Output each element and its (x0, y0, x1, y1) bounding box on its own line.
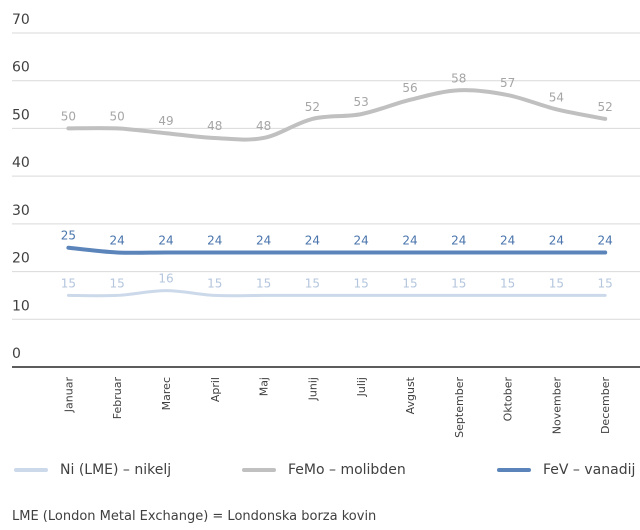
data-label-femo-molibden-januar: 50 (61, 109, 76, 123)
x-tick-label-julij: Julij (355, 377, 368, 397)
data-label-femo-molibden-september: 58 (451, 71, 466, 85)
data-label-femo-molibden-oktober: 57 (500, 76, 515, 90)
series-line-ni-lme-nikelj (66, 289, 607, 298)
legend-item-vanadij: FeV – vanadij (497, 462, 635, 478)
y-tick-label-10: 10 (12, 298, 30, 314)
legend-item-nikelj: Ni (LME) – nikelj (14, 462, 171, 478)
y-axis-ticks: 0 10 20 30 40 50 60 70 (12, 12, 30, 362)
data-label-fev-vanadij-januar: 25 (61, 229, 76, 243)
legend-label-vanadij: FeV – vanadij (543, 462, 636, 478)
y-tick-label-20: 20 (12, 251, 30, 267)
data-label-fev-vanadij-julij: 24 (354, 233, 369, 247)
x-tick-label-maj: Maj (258, 377, 271, 396)
legend-label-nikelj: Ni (LME) – nikelj (60, 462, 172, 478)
x-tick-label-marec: Marec (160, 377, 173, 410)
x-axis: Januar Februar Marec April Maj Junij Julij Avgu… (12, 366, 640, 438)
series-lines (66, 88, 608, 298)
data-label-femo-molibden-december: 52 (598, 100, 613, 114)
x-tick-label-oktober: Oktober (502, 377, 515, 422)
data-label-ni-lme-nikelj-april: 15 (207, 276, 222, 290)
x-tick-label-avgust: Avgust (404, 376, 417, 414)
data-label-fev-vanadij-september: 24 (451, 233, 466, 247)
y-tick-label-70: 70 (12, 12, 30, 28)
y-tick-label-30: 30 (12, 203, 30, 219)
data-label-ni-lme-nikelj-november: 15 (549, 276, 564, 290)
data-label-femo-molibden-junij: 52 (305, 100, 320, 114)
data-label-femo-molibden-julij: 53 (354, 95, 369, 109)
data-label-ni-lme-nikelj-december: 15 (598, 276, 613, 290)
data-label-fev-vanadij-junij: 24 (305, 233, 320, 247)
x-tick-label-junij: Junij (306, 377, 319, 401)
y-tick-label-60: 60 (12, 60, 30, 76)
data-label-fev-vanadij-marec: 24 (158, 233, 173, 247)
x-tick-label-januar: Januar (62, 377, 75, 414)
data-label-fev-vanadij-november: 24 (549, 233, 564, 247)
data-label-fev-vanadij-avgust: 24 (402, 233, 417, 247)
data-label-femo-molibden-marec: 49 (158, 114, 173, 128)
legend-label-molibden: FeMo – molibden (288, 462, 406, 478)
data-label-ni-lme-nikelj-maj: 15 (256, 276, 271, 290)
y-tick-label-40: 40 (12, 155, 30, 171)
legend-swatch-molibden (242, 468, 276, 472)
data-label-fev-vanadij-oktober: 24 (500, 233, 515, 247)
legend: Ni (LME) – nikelj FeMo – molibden FeV – … (0, 462, 640, 488)
data-label-femo-molibden-april: 48 (207, 119, 222, 133)
data-label-ni-lme-nikelj-avgust: 15 (402, 276, 417, 290)
legend-item-molibden: FeMo – molibden (242, 462, 406, 478)
gridlines (12, 32, 640, 320)
data-label-ni-lme-nikelj-junij: 15 (305, 276, 320, 290)
series-line-fev-vanadij (66, 245, 608, 255)
legend-swatch-vanadij (497, 468, 531, 472)
x-tick-label-december: December (599, 377, 612, 435)
y-tick-label-50: 50 (12, 107, 30, 123)
data-label-ni-lme-nikelj-februar: 15 (110, 276, 125, 290)
data-label-ni-lme-nikelj-julij: 15 (354, 276, 369, 290)
line-chart: 0 10 20 30 40 50 60 70 Januar Februar Marec April M… (12, 12, 640, 438)
x-tick-label-februar: Februar (111, 377, 124, 420)
series-line-femo-molibden (66, 88, 608, 142)
data-label-ni-lme-nikelj-oktober: 15 (500, 276, 515, 290)
y-tick-label-0: 0 (12, 346, 21, 362)
data-labels: 15 15 16 15 15 15 15 15 15 15 15 15 50 50 49 48 48 52 53 56… (61, 71, 613, 290)
data-label-fev-vanadij-april: 24 (207, 233, 222, 247)
footnote: LME (London Metal Exchange) = Londonska … (12, 509, 377, 524)
x-tick-label-september: September (453, 377, 466, 438)
data-label-ni-lme-nikelj-september: 15 (451, 276, 466, 290)
data-label-femo-molibden-maj: 48 (256, 119, 271, 133)
x-tick-label-april: April (209, 377, 222, 402)
data-label-femo-molibden-februar: 50 (110, 109, 125, 123)
data-label-fev-vanadij-december: 24 (598, 233, 613, 247)
legend-swatch-nikelj (14, 468, 48, 472)
data-label-femo-molibden-november: 54 (549, 90, 564, 104)
data-label-ni-lme-nikelj-marec: 16 (158, 272, 173, 286)
data-label-fev-vanadij-februar: 24 (110, 233, 125, 247)
x-tick-label-november: November (550, 377, 563, 435)
data-label-fev-vanadij-maj: 24 (256, 233, 271, 247)
data-label-ni-lme-nikelj-januar: 15 (61, 276, 76, 290)
data-label-femo-molibden-avgust: 56 (402, 81, 417, 95)
